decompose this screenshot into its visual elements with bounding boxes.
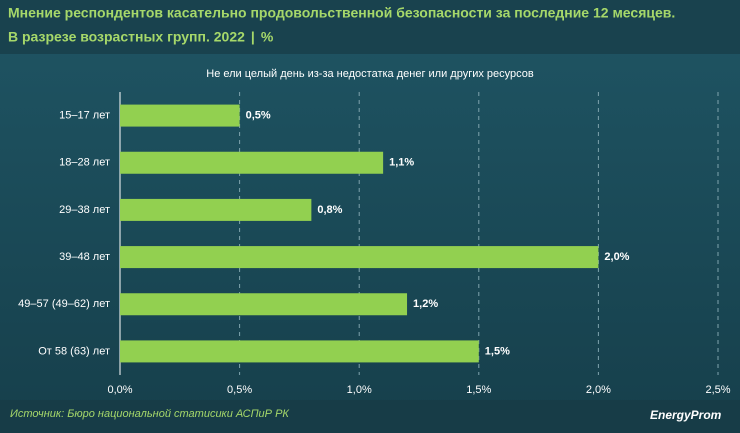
data-label: 0,8% (317, 204, 342, 216)
y-tick-label: 49–57 (49–62) лет (18, 298, 110, 310)
bar (120, 246, 599, 269)
y-tick-label: 18–28 лет (59, 157, 110, 169)
data-label: 2,0% (604, 251, 629, 263)
y-tick-label: 29–38 лет (59, 204, 110, 216)
data-label: 1,5% (485, 345, 510, 357)
brand: EnergyProm (650, 408, 722, 422)
bar (120, 340, 479, 363)
x-tick-label: 0,5% (227, 384, 252, 396)
data-label: 1,2% (413, 298, 438, 310)
bar (120, 151, 384, 174)
x-tick-label: 2,5% (705, 384, 730, 396)
bar (120, 198, 312, 221)
subtitle: Не ели целый день из-за недостатка денег… (206, 68, 534, 80)
source: Источник: Бюро национальной статисики АС… (10, 408, 289, 420)
header-band (0, 0, 740, 54)
chart-title: Мнение респондентов касательно продоволь… (8, 5, 675, 21)
y-tick-label: От 58 (63) лет (38, 345, 110, 357)
separator: | (251, 29, 255, 45)
data-label: 1,1% (389, 157, 414, 169)
unit: % (261, 29, 274, 45)
data-label: 0,5% (246, 109, 271, 121)
y-tick-label: 15–17 лет (59, 109, 110, 121)
x-tick-label: 0,0% (107, 384, 132, 396)
y-tick-label: 39–48 лет (59, 251, 110, 263)
x-tick-label: 2,0% (586, 384, 611, 396)
x-tick-label: 1,5% (466, 384, 491, 396)
bar (120, 293, 408, 316)
footer-band (0, 400, 740, 433)
bar (120, 104, 240, 127)
chart-title: В разрезе возрастных групп. 2022 (8, 29, 245, 45)
x-tick-label: 1,0% (347, 384, 372, 396)
